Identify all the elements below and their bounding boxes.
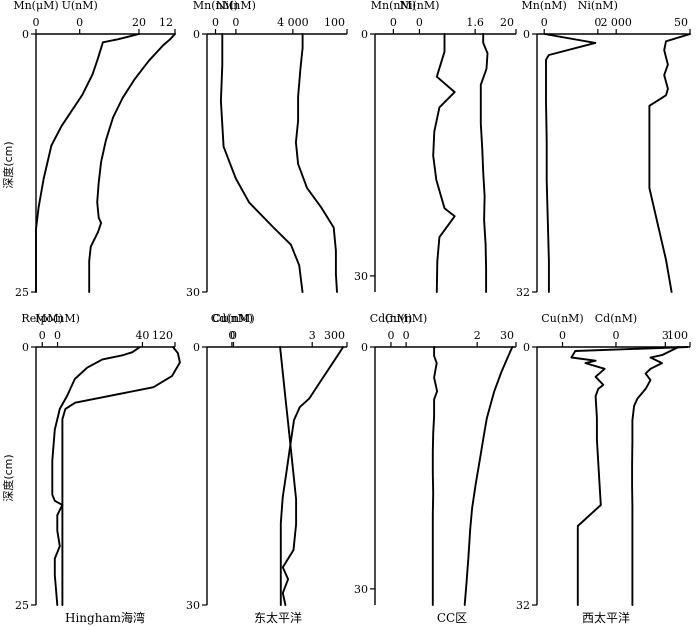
- top-axis-tick-label: 2 000: [600, 16, 632, 29]
- depth-tick-label: 30: [186, 599, 200, 612]
- top-axis-tick-label: 3: [309, 329, 316, 342]
- depth-tick-label: 0: [523, 28, 530, 41]
- top-axis-tick-label: 50: [674, 16, 688, 29]
- top-axis-tick-label: 1.6: [466, 16, 484, 29]
- site-caption-east-pacific: 东太平洋: [253, 611, 303, 625]
- axis-title: Cd(nM): [595, 312, 637, 325]
- top-axis-tick-label: 0: [594, 16, 601, 29]
- profile-line-cu: [279, 346, 345, 606]
- axis-title: Mn(μM): [13, 0, 58, 12]
- axis-title: U(nM): [62, 0, 98, 12]
- axis-title: Ni(nM): [399, 0, 439, 12]
- profile-line-mo: [61, 346, 181, 606]
- axis-title: Mn(nM): [371, 0, 416, 12]
- profile-line-mn: [543, 33, 597, 293]
- top-axis-tick-label: 0: [387, 329, 394, 342]
- profile-line-cu: [463, 346, 514, 606]
- top-axis-tick-label: 20: [132, 16, 146, 29]
- profile-line-cd: [631, 346, 680, 606]
- depth-tick-label: 25: [15, 599, 29, 612]
- profile-line-mn: [35, 33, 140, 293]
- top-axis-tick-label: 20: [500, 16, 514, 29]
- profile-panel-8: 0 32 0 3 Cd(nM) 0 100 Cu(nM): [516, 312, 691, 612]
- profile-panel-5: 0 25 0 40 Re(pM) 0 120 Mo(nM): [15, 312, 181, 612]
- top-axis-tick-label: 0: [541, 16, 548, 29]
- depth-tick-label: 0: [22, 28, 29, 41]
- top-axis-tick-label: 100: [667, 329, 688, 342]
- axis-title: Cd(nM): [370, 312, 412, 325]
- profile-line-re: [51, 346, 141, 606]
- site-caption-cc: CC区: [436, 611, 468, 625]
- top-axis-tick-label: 3: [662, 329, 669, 342]
- profile-line-ni: [648, 33, 691, 293]
- top-axis-tick-label: 100: [324, 16, 345, 29]
- axis-title: Cd(nM): [211, 312, 253, 325]
- site-caption-west-pacific: 西太平洋: [581, 611, 631, 625]
- top-axis-tick-label: 0: [612, 329, 619, 342]
- top-axis-tick-label: 120: [152, 329, 173, 342]
- top-axis-tick-label: 0: [54, 329, 61, 342]
- axis-title: Cu(nM): [212, 312, 254, 325]
- top-axis-tick-label: 0: [390, 16, 397, 29]
- top-axis-tick-label: 40: [135, 329, 149, 342]
- profile-line-u: [88, 33, 176, 293]
- site-caption-hingham: Hingham海湾: [65, 611, 145, 625]
- depth-tick-label: 32: [516, 599, 530, 612]
- top-axis-tick-label: 0: [76, 16, 83, 29]
- top-axis-tick-label: 0: [232, 16, 239, 29]
- axis-title: Mo(nM): [35, 312, 80, 325]
- axis-title: Ni(nM): [216, 0, 256, 12]
- profile-line-cd: [279, 346, 298, 606]
- axis-title: Ni(nM): [578, 0, 618, 12]
- profile-panel-2: 0 30 0 4 000 Mn(nM) 0 100 Ni(nM): [186, 0, 348, 299]
- profile-line-ni: [294, 33, 338, 293]
- top-axis-tick-label: 0: [559, 329, 566, 342]
- depth-tick-label: 32: [516, 286, 530, 299]
- axis-title: Re(pM): [21, 312, 63, 325]
- top-axis-tick-label: 0: [33, 16, 40, 29]
- axis-title: Cu(nM): [385, 312, 427, 325]
- profile-line-ni: [479, 33, 489, 293]
- y-axis-label-top: 深度(cm): [2, 141, 15, 189]
- profile-panel-7: 0 30 0 2 Cd(nM) 0 30 Cu(nM): [354, 312, 517, 606]
- depth-tick-label: 30: [354, 270, 368, 283]
- axis-title: Cu(nM): [541, 312, 583, 325]
- top-axis-tick-label: 0: [228, 329, 235, 342]
- profile-panel-1: 0 25 0 20 Mn(μM) 0 12 U(nM): [13, 0, 176, 299]
- depth-tick-label: 30: [186, 286, 200, 299]
- depth-tick-label: 0: [22, 341, 29, 354]
- top-axis-tick-label: 0: [403, 329, 410, 342]
- profile-line-mn: [219, 33, 304, 293]
- depth-tick-label: 25: [15, 286, 29, 299]
- top-axis-tick-label: 0: [212, 16, 219, 29]
- y-axis-label-bottom: 深度(cm): [2, 454, 15, 502]
- profile-line-cu: [570, 346, 689, 606]
- top-axis-tick-label: 4 000: [277, 16, 309, 29]
- depth-tick-label: 0: [193, 341, 200, 354]
- profile-line-cd: [431, 346, 439, 606]
- top-axis-tick-label: 0: [39, 329, 46, 342]
- profile-line-mn: [432, 33, 456, 293]
- top-axis-tick-label: 30: [500, 329, 514, 342]
- depth-tick-label: 30: [354, 583, 368, 596]
- axis-title: Mn(nM): [193, 0, 238, 12]
- top-axis-tick-label: 300: [324, 329, 345, 342]
- top-axis-tick-label: 2: [474, 329, 481, 342]
- depth-tick-label: 0: [523, 341, 530, 354]
- top-axis-tick-label: 12: [159, 16, 173, 29]
- top-axis-tick-label: 0: [416, 16, 423, 29]
- top-axis-tick-label: 0: [230, 329, 237, 342]
- depth-tick-label: 0: [193, 28, 200, 41]
- axis-title: Mn(nM): [522, 0, 567, 12]
- depth-tick-label: 0: [361, 341, 368, 354]
- depth-tick-label: 0: [361, 28, 368, 41]
